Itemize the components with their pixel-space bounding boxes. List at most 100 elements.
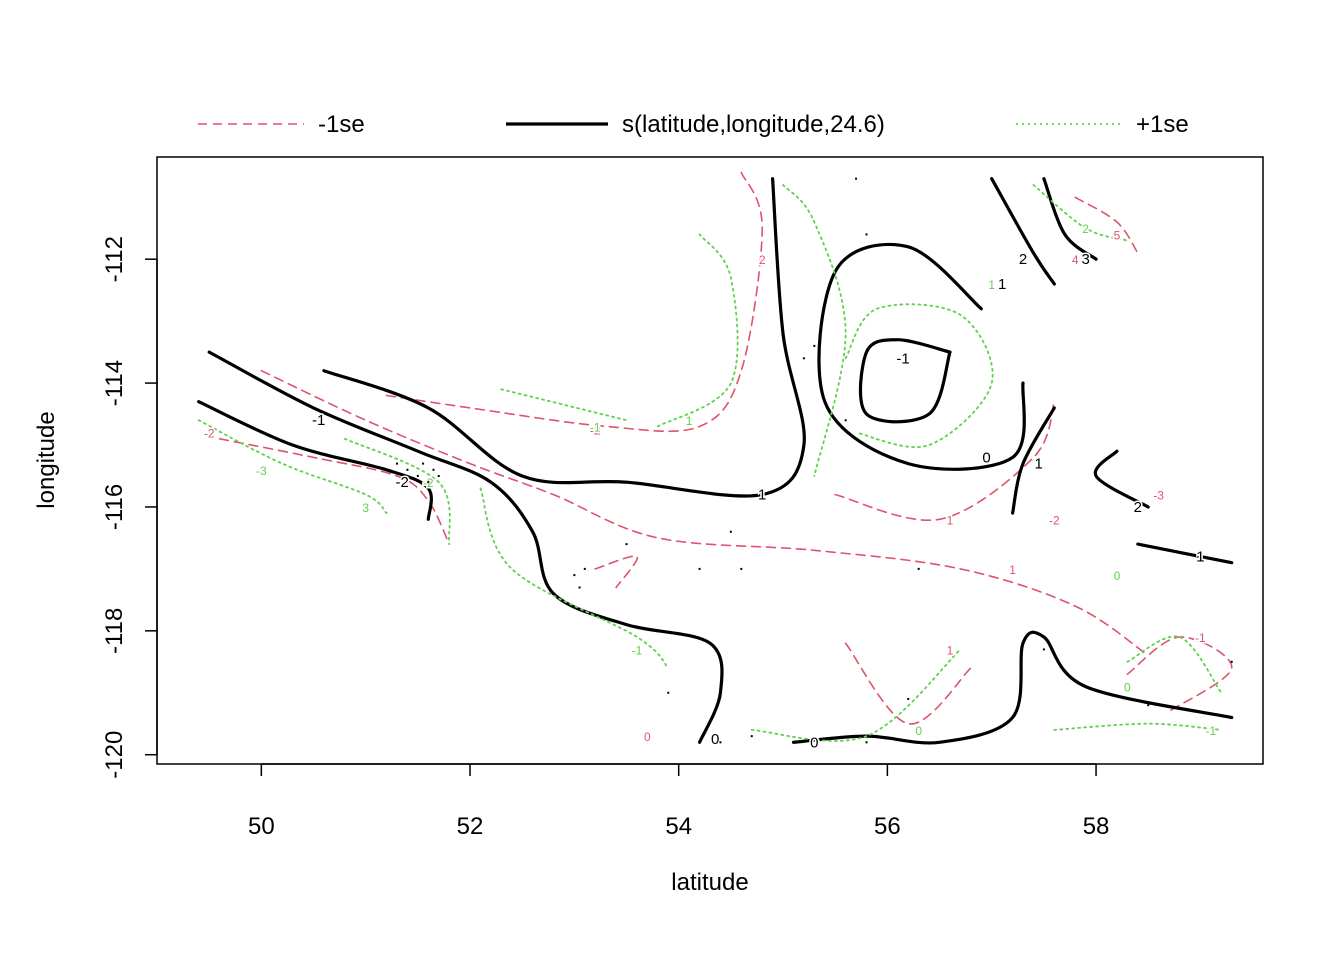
x-tick-label-0: 50 [248,813,275,840]
y-tick-label-0: -120 [101,731,128,779]
data-point-6 [422,462,425,465]
contour-label-31: 0 [915,724,922,738]
data-point-12 [729,530,732,533]
contour-line-0-7 [594,555,639,589]
data-point-26 [667,691,670,694]
legend-label-2: +1se [1136,111,1189,138]
data-point-1 [406,468,409,471]
contour-line-0-2 [844,642,972,725]
contour-label-26: -3 [256,464,267,478]
contour-label-35: 1 [988,278,995,292]
contour-line-1-5 [791,630,1234,745]
contour-label-8: 2 [1019,251,1027,268]
y-tick-label-3: -114 [101,360,128,406]
legend-label-0: -1se [318,111,365,138]
x-axis-label: latitude [671,869,748,896]
y-axis-label: longitude [33,411,60,508]
contour-label-12: 1 [998,276,1006,293]
data-point-5 [432,468,435,471]
contour-label-23: -3 [1153,489,1164,503]
contour-line-2-4 [844,303,994,448]
contour-line-0-1 [260,369,1149,657]
contour-label-9: 3 [1081,251,1089,268]
contour-label-36: 2 [1082,222,1089,236]
contour-label-16: 1 [947,513,954,527]
contour-label-4: 0 [982,449,990,466]
contour-label-layer: -1-21-1000123211-2-22111-254-1-303-3-2-1… [202,221,1218,753]
contour-label-1: -2 [396,474,409,491]
contour-label-6: 0 [810,734,818,751]
legend-label-1: s(latitude,longitude,24.6) [622,111,885,138]
contour-label-22: -1 [1195,631,1206,645]
contour-layer [197,171,1234,745]
contour-label-25: 3 [362,501,369,515]
contour-line-2-5 [782,184,847,477]
plot-frame [156,156,1264,765]
x-axis: 50 52 54 56 58 [248,763,1109,840]
contour-label-21: 4 [1072,253,1079,267]
contour-label-20: 5 [1114,228,1121,242]
contour-label-32: 0 [1114,569,1121,583]
contour-label-3: -1 [896,350,909,367]
contour-line-2-3 [656,233,739,428]
contour-label-29: -1 [590,420,601,434]
contour-line-2-10 [1032,184,1129,242]
contour-line-0-0 [218,438,450,545]
contour-label-33: 0 [1124,681,1131,695]
x-tick-label-2: 54 [665,813,692,840]
data-point-7 [573,574,576,577]
data-point-20 [907,697,910,700]
contour-label-18: 1 [947,643,954,657]
contour-label-17: 1 [1009,563,1016,577]
contour-label-2: 1 [758,487,766,504]
contour-line-1-9 [1093,449,1150,509]
contour-label-5: 0 [711,731,719,748]
data-point-layer [395,177,1233,744]
contour-label-28: -1 [632,643,643,657]
y-tick-label-4: -112 [101,236,128,282]
data-point-23 [1230,660,1233,663]
x-tick-label-1: 52 [457,813,484,840]
data-point-2 [416,474,419,477]
contour-line-1-10 [1136,542,1234,565]
y-axis: -120 -118 -116 -114 -112 [101,236,158,779]
data-point-8 [578,586,581,589]
contour-line-1-8 [1042,177,1098,261]
contour-line-2-0 [197,419,388,514]
contour-label-0: -1 [312,412,325,429]
contour-line-2-9 [500,388,628,422]
contour-line-0-4 [1074,196,1139,254]
contour-line-1-3 [858,338,952,424]
contour-line-2-8 [1053,722,1223,731]
contour-line-1-6 [1011,406,1056,515]
data-point-9 [583,567,586,570]
data-point-3 [427,481,430,484]
data-point-0 [395,462,398,465]
contour-line-1-2 [322,177,806,498]
contour-label-11: 1 [1196,549,1204,566]
contour-label-24: 0 [644,730,651,744]
data-point-24 [865,233,868,236]
contour-label-7: 1 [1034,456,1042,473]
contour-line-0-3 [385,171,763,433]
y-tick-label-2: -116 [101,484,128,530]
contour-line-0-5 [834,400,1056,522]
legend: -1se s(latitude,longitude,24.6) +1se [198,111,1189,138]
contour-line-2-7 [1126,635,1223,694]
contour-line-2-2 [479,487,670,669]
contour-label-19: -2 [1049,513,1060,527]
x-tick-label-3: 56 [874,813,901,840]
contour-line-2-1 [343,437,451,545]
data-point-11 [698,567,701,570]
contour-label-14: -2 [590,424,601,438]
data-point-17 [813,344,816,347]
data-point-13 [740,567,743,570]
data-point-16 [844,419,847,422]
contour-line-1-0 [207,350,724,744]
data-point-22 [1147,704,1150,707]
data-point-21 [1042,648,1045,651]
data-point-18 [802,357,805,360]
y-tick-label-1: -118 [101,608,128,654]
data-point-25 [855,177,858,180]
